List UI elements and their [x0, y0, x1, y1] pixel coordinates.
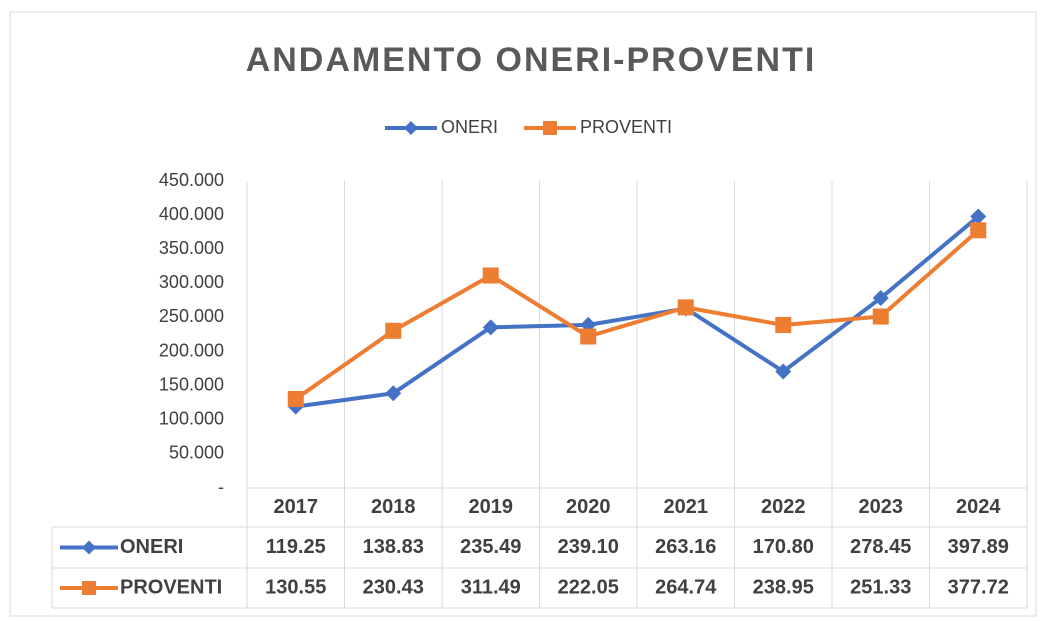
- chart-frame: [9, 11, 1037, 617]
- table-value: 119.25: [266, 536, 326, 558]
- marker: [287, 390, 304, 407]
- legend-marker: [543, 121, 557, 135]
- table-value: 235.49: [460, 536, 521, 558]
- marker: [385, 385, 402, 402]
- table-value: 239.10: [558, 536, 619, 558]
- table-series-name: ONERI: [120, 536, 183, 558]
- y-tick-label: 100.000: [159, 409, 224, 429]
- marker: [970, 208, 987, 225]
- table-value: 222.05: [558, 576, 619, 598]
- table-value: 230.43: [363, 576, 424, 598]
- x-tick-label: 2018: [371, 496, 416, 518]
- table-value: 251.33: [850, 576, 911, 598]
- table-value: 238.95: [753, 576, 814, 598]
- table-value: 311.49: [461, 576, 521, 598]
- x-tick-label: 2022: [761, 496, 806, 518]
- x-tick-label: 2024: [956, 496, 1001, 518]
- legend-marker: [82, 540, 96, 555]
- table-value: 130.55: [265, 576, 326, 598]
- series-line: [294, 228, 980, 401]
- y-tick-label: 150.000: [159, 374, 224, 394]
- y-tick-label: 50.000: [169, 443, 224, 463]
- marker: [677, 299, 694, 316]
- series-line: [295, 215, 980, 409]
- marker: [385, 322, 402, 339]
- table-value: 397.89: [948, 536, 1009, 558]
- y-tick-label: -: [218, 477, 224, 497]
- y-tick-label: 400.000: [159, 204, 224, 224]
- legend-label: ONERI: [441, 117, 498, 137]
- x-tick-label: 2021: [664, 496, 709, 518]
- table-value: 263.16: [655, 536, 716, 558]
- x-tick-label: 2017: [274, 496, 319, 518]
- table-value: 264.74: [655, 576, 717, 598]
- y-tick-label: 200.000: [159, 340, 224, 360]
- x-tick-label: 2019: [469, 496, 514, 518]
- marker: [482, 267, 499, 284]
- table-series-name: PROVENTI: [120, 576, 222, 598]
- y-tick-label: 250.000: [159, 306, 224, 326]
- y-tick-label: 300.000: [159, 272, 224, 292]
- x-tick-label: 2023: [859, 496, 904, 518]
- y-tick-label: 450.000: [159, 170, 224, 190]
- marker: [580, 328, 597, 345]
- table-value: 138.83: [363, 536, 424, 558]
- legend-marker: [404, 121, 418, 135]
- legend-marker: [82, 581, 96, 595]
- table-value: 377.72: [948, 576, 1009, 598]
- marker: [482, 319, 499, 336]
- marker: [775, 316, 792, 333]
- marker: [775, 363, 792, 380]
- x-tick-label: 2020: [566, 496, 611, 518]
- table-value: 170.80: [753, 536, 814, 558]
- chart-title: ANDAMENTO ONERI-PROVENTI: [246, 41, 817, 79]
- marker: [872, 308, 889, 325]
- y-tick-label: 350.000: [159, 238, 224, 258]
- table-value: 278.45: [850, 536, 911, 558]
- marker: [872, 290, 889, 307]
- legend-label: PROVENTI: [580, 117, 672, 137]
- marker: [970, 222, 987, 239]
